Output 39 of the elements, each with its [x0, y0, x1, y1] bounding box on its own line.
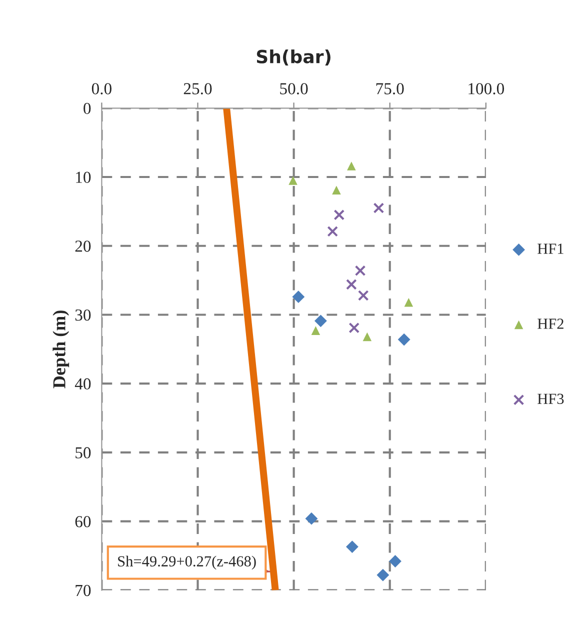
- point: [354, 265, 366, 276]
- point: [288, 176, 298, 185]
- x-tick-label: 0.0: [92, 83, 112, 94]
- legend-label: HF2: [538, 318, 564, 329]
- point: [389, 555, 402, 568]
- point: [346, 279, 357, 290]
- annotation: Sh=49.29+0.27(z-468): [118, 556, 256, 570]
- x-tick-label: 100.0: [468, 83, 504, 94]
- y-tick-label: 0: [84, 102, 91, 114]
- y-tick-label: 50: [76, 447, 91, 458]
- point: [346, 540, 358, 554]
- x-tick-label: 50.0: [280, 83, 308, 94]
- point: [404, 298, 414, 307]
- y-tick-label: 40: [74, 378, 91, 390]
- x-tick-label: 75.0: [376, 83, 404, 94]
- legend-label: HF3: [538, 394, 564, 404]
- y-axis-title: Depth (m): [52, 310, 70, 388]
- y-tick-label: 20: [75, 240, 91, 252]
- point: [305, 512, 318, 525]
- point: [348, 322, 360, 334]
- x-tick-label: 25.0: [184, 83, 212, 94]
- legend-label: HF1: [538, 244, 564, 254]
- point: [334, 209, 345, 220]
- point: [376, 568, 390, 582]
- point: [362, 332, 372, 342]
- y-tick-label: 70: [76, 584, 91, 596]
- point: [332, 186, 341, 194]
- y-tick-label: 60: [75, 516, 91, 528]
- point: [292, 290, 305, 304]
- point: [327, 226, 338, 237]
- point: [373, 202, 384, 214]
- x-axis-title: Sh(bar): [256, 49, 330, 66]
- point: [314, 314, 327, 328]
- point: [311, 326, 320, 335]
- y-tick-label: 10: [76, 172, 91, 183]
- point: [358, 290, 369, 301]
- point: [398, 333, 410, 346]
- point: [347, 162, 356, 170]
- y-tick-label: 30: [75, 309, 91, 321]
